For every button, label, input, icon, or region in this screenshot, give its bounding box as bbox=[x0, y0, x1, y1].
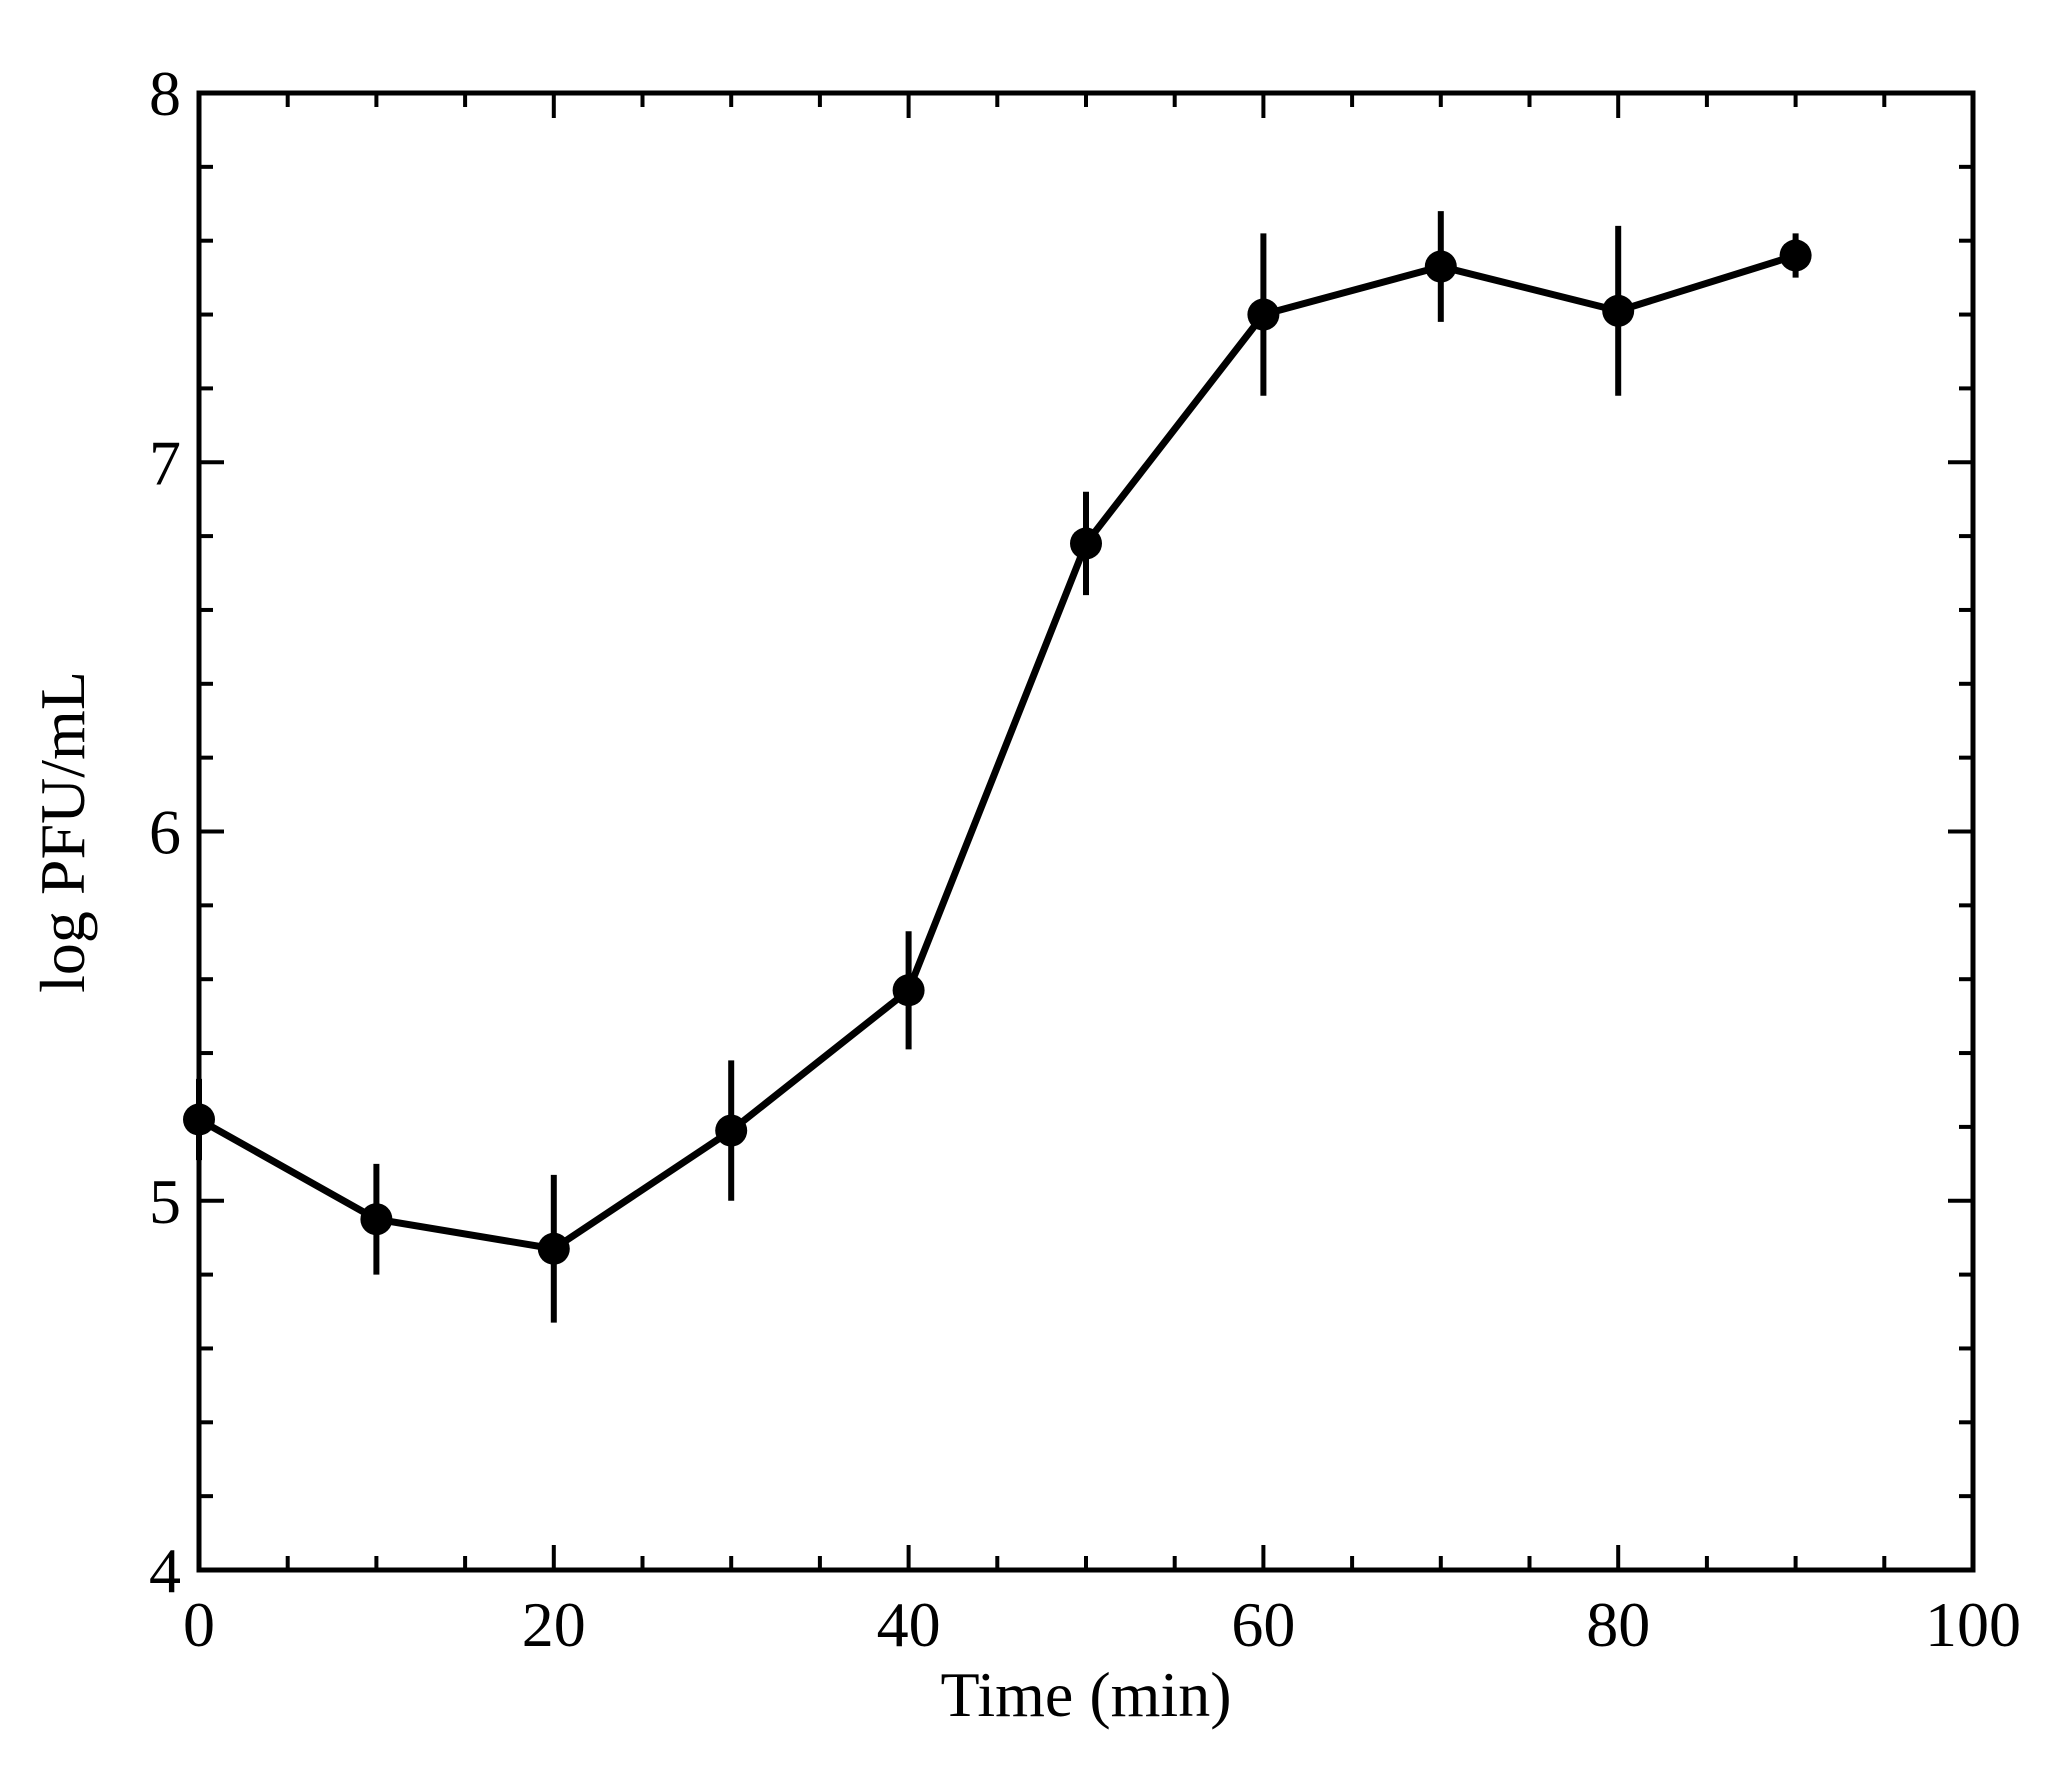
plot-frame bbox=[196, 90, 1976, 1573]
x-tick-label: 40 bbox=[877, 1589, 941, 1660]
y-tick-label: 6 bbox=[149, 797, 181, 868]
data-point-marker bbox=[1779, 239, 1812, 272]
x-axis-title: Time (min) bbox=[941, 1659, 1232, 1730]
x-tick-label: 60 bbox=[1231, 1589, 1295, 1660]
axis-tick-labels: 0 20 40 60 80 100 4 5 6 7 8 bbox=[149, 58, 2021, 1660]
y-tick-label: 5 bbox=[149, 1166, 181, 1237]
data-point-marker bbox=[1247, 298, 1280, 331]
data-point-marker bbox=[892, 974, 925, 1007]
axis-ticks bbox=[197, 91, 1975, 1572]
data-point-marker bbox=[1602, 294, 1635, 327]
data-point-marker bbox=[537, 1232, 570, 1265]
x-tick-label: 20 bbox=[522, 1589, 586, 1660]
x-tick-label: 80 bbox=[1586, 1589, 1650, 1660]
y-tick-label: 7 bbox=[149, 427, 181, 498]
data-point-marker bbox=[360, 1203, 393, 1236]
x-tick-label: 100 bbox=[1925, 1589, 2021, 1660]
y-tick-label: 4 bbox=[149, 1535, 181, 1606]
x-tick-label: 0 bbox=[183, 1589, 215, 1660]
data-series bbox=[183, 211, 1812, 1323]
y-tick-label: 8 bbox=[149, 58, 181, 129]
data-point-marker bbox=[715, 1114, 748, 1147]
y-axis-title: log PFU/mL bbox=[27, 671, 98, 993]
data-point-marker bbox=[1424, 250, 1457, 283]
series-line bbox=[197, 252, 1797, 1253]
data-point-marker bbox=[1070, 527, 1102, 560]
